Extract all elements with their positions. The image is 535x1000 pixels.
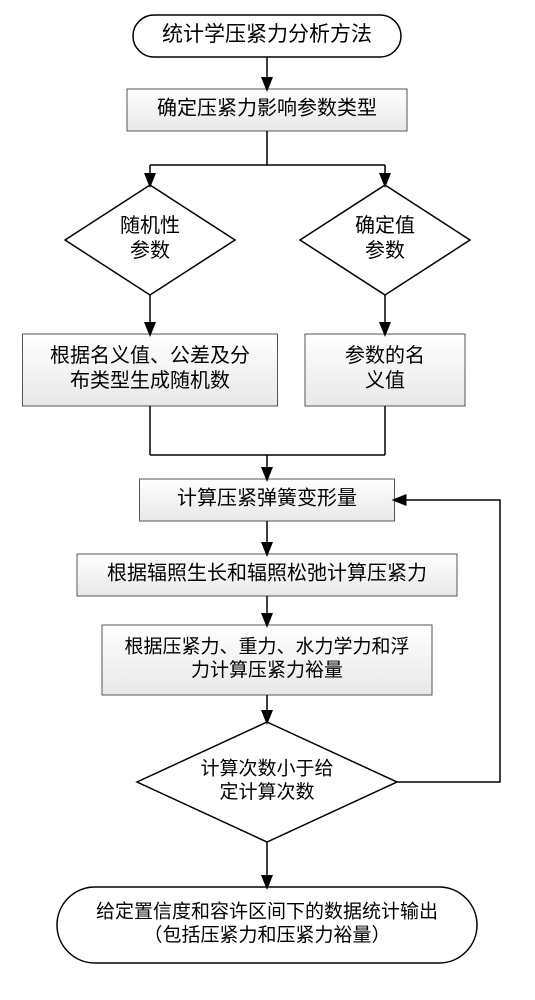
node-label: 义值	[365, 369, 405, 392]
node-n1: 统计学压紧力分析方法	[133, 15, 401, 57]
node-n10: 计算次数小于给定计算次数	[137, 722, 397, 842]
node-label: 确定压紧力影响参数类型	[157, 97, 377, 120]
node-n6: 参数的名义值	[305, 334, 465, 406]
node-label: 定计算次数	[219, 781, 314, 803]
node-label: （包括压紧力和压紧力裕量）	[143, 924, 390, 946]
node-label: 力计算压紧力裕量	[191, 659, 343, 681]
node-label: 根据名义值、公差及分	[50, 344, 250, 367]
node-n11: 给定置信度和容许区间下的数据统计输出（包括压紧力和压紧力裕量）	[57, 887, 477, 963]
node-label: 根据压紧力、重力、水力学力和浮	[124, 635, 409, 657]
node-n8: 根据辐照生长和辐照松弛计算压紧力	[77, 554, 457, 596]
node-n2: 确定压紧力影响参数类型	[127, 89, 407, 131]
node-label: 计算次数小于给	[200, 757, 333, 779]
node-label: 根据辐照生长和辐照松弛计算压紧力	[107, 562, 427, 585]
node-label: 参数	[365, 239, 405, 262]
node-label: 给定置信度和容许区间下的数据统计输出	[96, 900, 438, 922]
node-label: 确定值	[355, 214, 415, 237]
node-n7: 计算压紧弹簧变形量	[140, 479, 395, 521]
node-n5: 根据名义值、公差及分布类型生成随机数	[23, 334, 278, 406]
node-label: 随机性	[120, 214, 180, 237]
node-label: 计算压紧弹簧变形量	[177, 487, 357, 510]
node-label: 参数的名	[345, 344, 425, 367]
node-label: 布类型生成随机数	[70, 369, 230, 392]
node-n3: 随机性参数	[65, 185, 235, 295]
node-n4: 确定值参数	[300, 185, 470, 295]
node-n9: 根据压紧力、重力、水力学力和浮力计算压紧力裕量	[102, 625, 432, 695]
node-label: 参数	[130, 239, 170, 262]
node-label: 统计学压紧力分析方法	[162, 22, 372, 46]
